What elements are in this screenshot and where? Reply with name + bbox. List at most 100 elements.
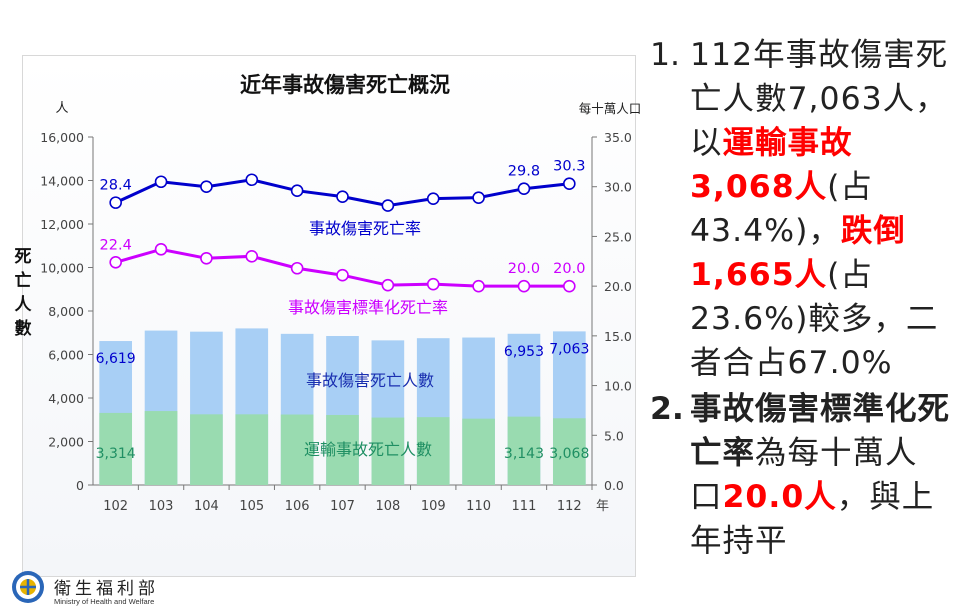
series-label-rate: 事故傷害死亡率 — [309, 219, 421, 238]
x-tick-label: 112 — [557, 499, 582, 514]
summary-points: 1. 112年事故傷害死亡人數7,063人，以運輸事故3,068人(占43.4%… — [650, 33, 950, 565]
point-2-bold-term: 事故傷害標準化死亡率 — [690, 391, 951, 471]
ministry-logo-icon — [12, 571, 44, 603]
point-number-1: 1. — [650, 37, 681, 73]
left-tick-label: 16,000 — [40, 130, 84, 145]
point-2-highlight-rate: 20.0人 — [722, 479, 837, 515]
series-label-std-rate: 事故傷害標準化死亡率 — [288, 298, 448, 317]
point-1-highlight-falls: 跌倒1,665人 — [690, 213, 906, 293]
bar-transport-label: 3,314 — [96, 446, 136, 462]
left-axis-label-char: 人 — [15, 295, 33, 315]
rate-point — [109, 196, 122, 209]
rate-point — [154, 175, 168, 189]
bar-total-label: 6,953 — [504, 344, 544, 360]
point-1-highlight-transport: 運輸事故3,068人 — [690, 125, 853, 205]
left-tick-label: 8,000 — [48, 304, 84, 319]
rate-point — [563, 177, 576, 191]
bar-total-label: 7,063 — [549, 341, 589, 357]
std-rate-point — [563, 279, 576, 293]
rate-point — [517, 182, 531, 196]
left-tick-label: 2,000 — [48, 435, 84, 450]
std-rate-point — [290, 261, 304, 275]
std-rate-data-label: 20.0 — [508, 261, 540, 277]
bar-transport-deaths — [371, 417, 405, 485]
bar-transport-deaths — [552, 418, 586, 485]
std-rate-point — [154, 243, 168, 256]
std-rate-point — [426, 277, 440, 291]
right-tick-label: 15.0 — [604, 329, 632, 344]
right-tick-label: 30.0 — [604, 180, 632, 195]
bar-transport-deaths — [507, 416, 541, 485]
org-name-zh: 衛生福利部 — [54, 579, 159, 599]
x-tick-label: 107 — [330, 499, 355, 514]
right-tick-label: 10.0 — [604, 379, 632, 394]
bar-transport-deaths — [416, 417, 450, 485]
rate-point — [200, 180, 213, 194]
bar-transport-deaths — [99, 412, 133, 485]
point-text-2: 事故傷害標準化死亡率為每十萬人口20.0人，與上年持平 — [690, 387, 950, 563]
series-label-total-deaths: 事故傷害死亡人數 — [306, 371, 434, 390]
x-tick-label: 106 — [285, 499, 310, 514]
x-tick-label: 105 — [239, 499, 264, 514]
bar-transport-deaths — [462, 418, 495, 485]
x-tick-label: 109 — [421, 499, 446, 514]
rate-point — [472, 191, 485, 204]
left-tick-label: 12,000 — [40, 217, 84, 232]
org-name-en: Ministry of Health and Welfare — [54, 597, 155, 606]
rate-point — [290, 184, 304, 197]
x-tick-label: 110 — [466, 499, 491, 514]
left-axis-label-char: 亡 — [15, 270, 32, 291]
x-tick-label: 111 — [512, 499, 537, 514]
chart-title: 近年事故傷害死亡概況 — [240, 73, 450, 97]
point-1-part: 112年事故傷害死亡人數7,063人，以 — [690, 37, 949, 161]
chart-panel — [22, 55, 636, 577]
left-tick-label: 14,000 — [40, 174, 84, 189]
std-rate-point — [517, 279, 531, 293]
right-tick-label: 5.0 — [604, 428, 624, 443]
bar-transport-deaths — [280, 414, 314, 485]
std-rate-point — [472, 279, 485, 293]
right-tick-label: 25.0 — [604, 229, 632, 244]
std-rate-point — [200, 252, 213, 265]
left-axis-label-char: 數 — [15, 318, 32, 339]
right-tick-label: 0.0 — [604, 478, 624, 493]
point-2-part: ，與上年持平 — [690, 479, 935, 559]
bar-transport-label: 3,143 — [504, 446, 544, 462]
std-rate-data-label: 20.0 — [553, 261, 585, 277]
bar-transport-deaths — [190, 414, 223, 485]
x-tick-label: 103 — [149, 499, 174, 514]
std-rate-point — [109, 255, 122, 269]
std-rate-point — [336, 268, 349, 282]
point-1-part: (占23.6%)較多，二者合占67.0% — [690, 257, 939, 381]
right-tick-label: 20.0 — [604, 279, 632, 294]
rate-data-label: 29.8 — [508, 164, 540, 180]
std-rate-point — [381, 278, 395, 292]
summary-point-2: 2. 事故傷害標準化死亡率為每十萬人口20.0人，與上年持平 — [650, 387, 950, 563]
rate-point — [426, 192, 440, 205]
left-tick-label: 0 — [76, 478, 84, 493]
left-tick-label: 10,000 — [40, 261, 84, 276]
point-number-2: 2. — [650, 391, 684, 427]
point-2-part: 為每十萬人口 — [690, 435, 918, 515]
left-tick-label: 6,000 — [48, 348, 84, 363]
std-rate-data-label: 22.4 — [100, 237, 132, 253]
bar-total-label: 6,619 — [96, 351, 136, 367]
series-label-transport-deaths: 運輸事故死亡人數 — [304, 440, 432, 459]
x-axis-unit: 年 — [596, 499, 609, 514]
left-tick-label: 4,000 — [48, 391, 84, 406]
x-tick-label: 104 — [194, 499, 219, 514]
bar-transport-deaths — [326, 414, 359, 485]
left-axis-unit: 人 — [55, 101, 68, 116]
rate-point — [245, 173, 259, 187]
x-tick-label: 108 — [375, 499, 400, 514]
summary-point-1: 1. 112年事故傷害死亡人數7,063人，以運輸事故3,068人(占43.4%… — [650, 33, 950, 385]
std-rate-point — [245, 250, 259, 263]
rate-point — [381, 199, 395, 212]
right-tick-label: 35.0 — [604, 130, 632, 145]
x-tick-label: 102 — [103, 499, 128, 514]
point-text-1: 112年事故傷害死亡人數7,063人，以運輸事故3,068人(占43.4%)，跌… — [690, 33, 950, 385]
point-1-part: (占43.4%)， — [690, 169, 873, 249]
bar-transport-deaths — [235, 414, 269, 485]
bar-transport-label: 3,068 — [549, 446, 589, 462]
